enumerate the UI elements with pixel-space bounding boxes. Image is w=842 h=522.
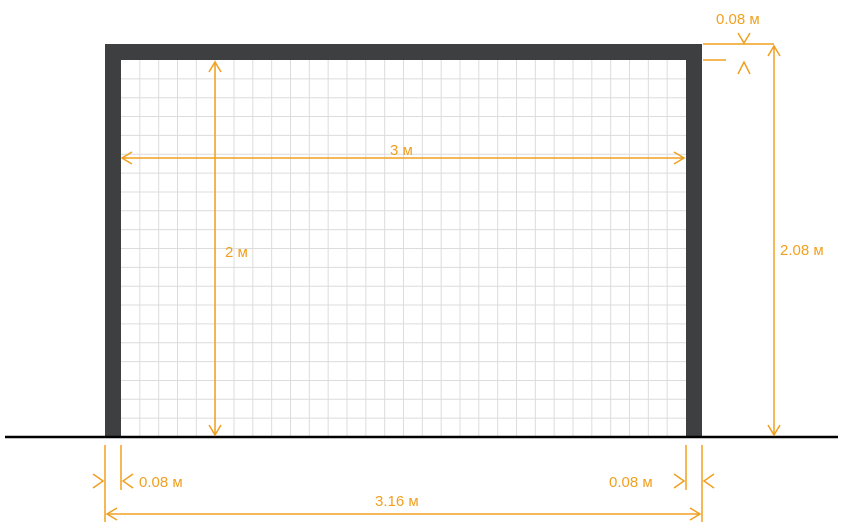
outer-width-label: 3.16 м [375, 493, 419, 510]
goal-frame [105, 44, 702, 437]
inner-width-label: 3 м [390, 142, 413, 159]
top-bar-label: 0.08 м [716, 11, 760, 28]
inner-height-dimension [208, 60, 222, 437]
outer-width-dimension [105, 507, 702, 521]
left-post-label: 0.08 м [139, 474, 183, 491]
right-post [686, 44, 702, 437]
dimension-lines [92, 32, 781, 522]
top-bar-dimension [737, 32, 751, 75]
outer-height-dimension [703, 43, 781, 437]
crossbar [105, 44, 702, 60]
net-grid [121, 60, 686, 437]
inner-height-label: 2 м [225, 244, 248, 261]
left-post [105, 44, 121, 437]
post-width-dimension [92, 445, 715, 522]
dimension-labels: 3 м 2 м 2.08 м 0.08 м 0.08 м 0.08 м 3.16… [139, 11, 824, 510]
outer-height-label: 2.08 м [780, 242, 824, 259]
right-post-label: 0.08 м [609, 474, 653, 491]
